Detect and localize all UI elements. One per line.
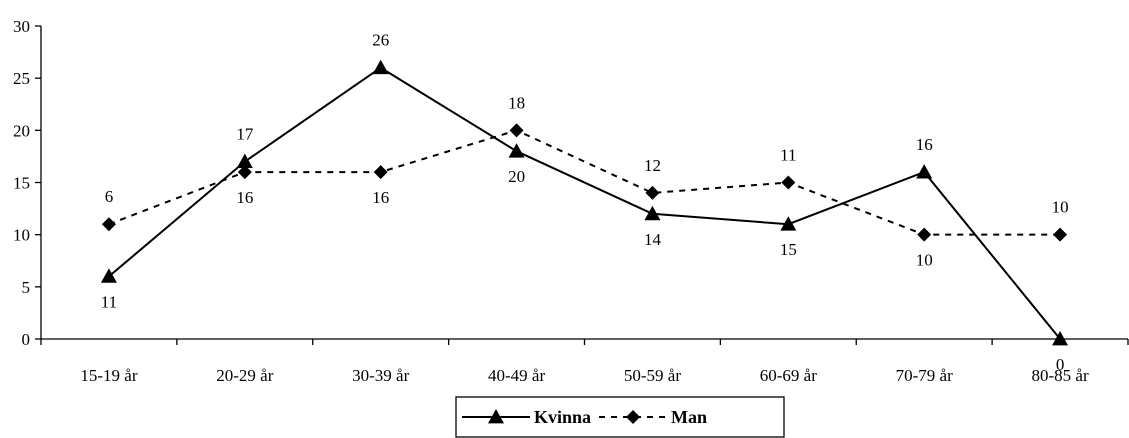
x-tick-label: 80-85 år	[1032, 366, 1089, 385]
y-tick-label: 15	[13, 174, 30, 193]
y-tick-label: 5	[22, 278, 31, 297]
diamond-marker	[645, 185, 660, 200]
legend-label: Kvinna	[534, 407, 591, 427]
triangle-marker	[372, 59, 389, 75]
diamond-marker	[373, 165, 388, 180]
y-tick-label: 25	[13, 69, 30, 88]
data-label: 26	[372, 31, 389, 50]
y-tick-label: 10	[13, 226, 30, 245]
y-tick-label: 20	[13, 121, 30, 140]
triangle-marker	[916, 164, 933, 179]
diamond-marker	[1053, 227, 1068, 242]
x-tick-label: 60-69 år	[760, 366, 817, 385]
x-tick-label: 50-59 år	[624, 366, 681, 385]
diamond-marker	[917, 227, 932, 242]
data-label: 6	[105, 187, 114, 206]
data-label: 16	[372, 188, 389, 207]
diamond-marker	[237, 165, 252, 180]
data-label: 20	[508, 167, 525, 186]
triangle-marker	[780, 216, 797, 231]
x-tick-label: 30-39 år	[352, 366, 409, 385]
legend-item-man: Man	[599, 407, 707, 427]
data-label: 18	[508, 93, 525, 112]
data-label: 16	[236, 188, 253, 207]
data-label: 11	[101, 292, 117, 311]
x-tick-label: 20-29 år	[216, 366, 273, 385]
data-label: 15	[780, 240, 797, 259]
series-man	[101, 123, 1068, 242]
triangle-marker	[236, 153, 253, 169]
legend-triangle-marker	[488, 409, 504, 424]
series-line	[108, 66, 1061, 340]
data-label: 14	[644, 230, 662, 249]
series-layer	[100, 59, 1069, 346]
legend-diamond-marker	[626, 410, 641, 424]
x-tick-label: 15-19 år	[80, 366, 137, 385]
data-label: 10	[1052, 198, 1069, 217]
y-tick-label: 0	[22, 330, 31, 349]
diamond-marker	[781, 175, 796, 190]
triangle-marker	[644, 205, 661, 221]
x-tick-label: 40-49 år	[488, 366, 545, 385]
diamond-marker	[101, 217, 116, 232]
axes: 0 5 10 15 20 25 30 15-19 år 20-29 år 30-39 år 40-4…	[13, 17, 1129, 385]
legend-item-kvinna: Kvinna	[462, 407, 591, 427]
series-line	[108, 129, 1061, 236]
legend-label: Man	[671, 407, 707, 427]
data-label: 12	[644, 156, 661, 175]
data-label: 11	[780, 146, 796, 165]
diamond-marker	[509, 123, 524, 138]
data-label: 10	[916, 251, 933, 270]
legend: Kvinna Man	[455, 396, 785, 438]
data-labels: 11 17 26 20 14 15 16 0 6 16 16 18 12 11 10 10	[101, 31, 1069, 374]
data-label: 0	[1056, 355, 1065, 374]
data-label: 16	[916, 135, 933, 154]
triangle-marker	[508, 143, 525, 158]
triangle-marker	[1052, 331, 1069, 346]
x-tick-label: 70-79 år	[896, 366, 953, 385]
triangle-marker	[100, 268, 117, 283]
series-kvinna	[100, 59, 1069, 346]
data-label: 17	[236, 125, 254, 144]
y-tick-label: 30	[13, 17, 30, 36]
